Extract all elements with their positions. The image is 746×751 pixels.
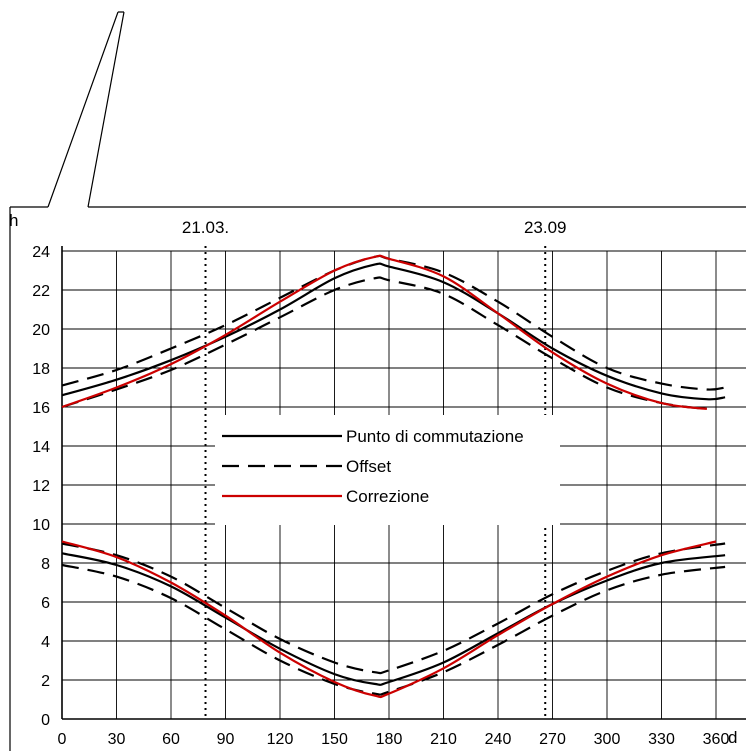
x-tick-label-10: 300 bbox=[594, 731, 621, 748]
legend-label-2: Correzione bbox=[346, 487, 429, 506]
date-markers: 21.03. 23.09 bbox=[182, 218, 567, 719]
legend-label-0: Punto di commutazione bbox=[346, 427, 524, 446]
series-line-0 bbox=[61, 262, 726, 401]
legend: Punto di commutazione Offset Correzione bbox=[215, 415, 560, 525]
chart-frame bbox=[9, 206, 48, 751]
y-tick-label-0: 0 bbox=[41, 712, 50, 729]
x-tick-label-4: 120 bbox=[267, 731, 294, 748]
y-tick-label-9: 18 bbox=[32, 361, 50, 378]
callout-lines bbox=[47, 11, 746, 208]
x-tick-label-7: 210 bbox=[430, 731, 457, 748]
series-line-2 bbox=[61, 276, 708, 410]
y-tick-label-2: 4 bbox=[41, 634, 50, 651]
axes: 0 30 60 90 120 150 180 210 240 270 300 330 360024681… bbox=[32, 244, 746, 748]
series-line-7 bbox=[61, 540, 717, 699]
series-line-5 bbox=[61, 542, 726, 675]
x-tick-label-2: 60 bbox=[162, 731, 180, 748]
y-tick-label-5: 10 bbox=[32, 517, 50, 534]
series-line-3 bbox=[61, 254, 708, 410]
y-tick-label-4: 8 bbox=[41, 556, 50, 573]
y-tick-label-3: 6 bbox=[41, 595, 50, 612]
x-axis-label: d bbox=[728, 728, 737, 747]
x-tick-label-12: 360 bbox=[703, 731, 730, 748]
y-tick-label-8: 16 bbox=[32, 400, 50, 417]
y-tick-label-7: 14 bbox=[32, 439, 50, 456]
marker-label-0: 21.03. bbox=[182, 218, 229, 237]
x-tick-label-0: 0 bbox=[58, 731, 67, 748]
marker-label-1: 23.09 bbox=[524, 218, 567, 237]
legend-label-1: Offset bbox=[346, 457, 391, 476]
x-tick-label-9: 270 bbox=[539, 731, 566, 748]
x-tick-label-3: 90 bbox=[217, 731, 235, 748]
y-axis-label: h bbox=[9, 211, 18, 230]
grid bbox=[62, 250, 746, 719]
x-tick-label-5: 150 bbox=[321, 731, 348, 748]
y-tick-label-12: 24 bbox=[32, 244, 50, 261]
y-tick-label-1: 2 bbox=[41, 673, 50, 690]
y-tick-label-6: 12 bbox=[32, 478, 50, 495]
series-line-4 bbox=[61, 552, 726, 686]
y-tick-label-11: 22 bbox=[32, 283, 50, 300]
legend-background bbox=[215, 415, 560, 525]
y-tick-label-10: 20 bbox=[32, 322, 50, 339]
series-line-6 bbox=[61, 563, 726, 696]
series-lines bbox=[61, 254, 726, 699]
x-tick-label-11: 330 bbox=[648, 731, 675, 748]
x-tick-label-6: 180 bbox=[376, 731, 403, 748]
x-tick-label-8: 240 bbox=[485, 731, 512, 748]
x-tick-label-1: 30 bbox=[108, 731, 126, 748]
